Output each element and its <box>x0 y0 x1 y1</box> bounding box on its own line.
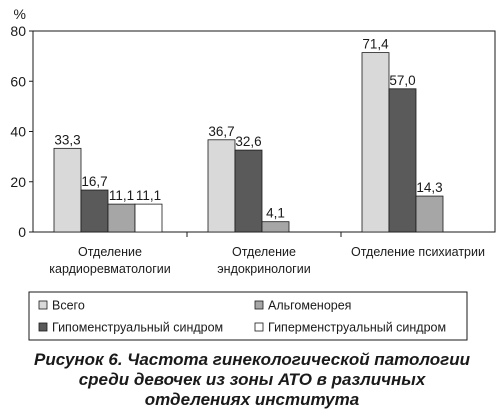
legend-swatch <box>254 300 264 310</box>
caption-line-3: отделениях института <box>144 390 360 409</box>
data-label: 11,1 <box>109 188 134 203</box>
y-tick-label: 40 <box>10 124 26 140</box>
caption-line-2: среди девочек из зоны АТО в различных <box>78 370 426 389</box>
y-tick-label: 80 <box>10 23 26 39</box>
legend-entry: Всего <box>52 299 85 313</box>
category-label: Отделение <box>232 245 296 259</box>
legend-box <box>28 291 468 341</box>
data-labels: 33,316,711,1 11,136,732,64,171,457,014,3 <box>54 37 442 221</box>
category-labels: Отделение кардиоревматологии Отделение эндо… <box>49 245 485 276</box>
data-label: 57,0 <box>389 73 415 88</box>
legend-entry: Гиперменструальный синдром <box>268 321 446 335</box>
data-label: 11,1 <box>136 188 161 203</box>
category-label: кардиоревматологии <box>49 262 170 276</box>
category-label: Отделение психиатрии <box>351 245 485 259</box>
legend-entry: Альгоменорея <box>268 299 351 313</box>
bar <box>134 203 163 233</box>
legend-entry: Гипоменструальный синдром <box>52 321 223 335</box>
bar <box>261 221 290 233</box>
data-label: 4,1 <box>266 206 285 221</box>
bar <box>361 52 390 233</box>
data-label: 14,3 <box>416 180 442 195</box>
bar <box>415 195 444 233</box>
figure-caption: Рисунок 6. Частота гинекологической пато… <box>0 350 504 410</box>
data-label: 16,7 <box>81 174 107 189</box>
legend-swatch <box>38 300 48 310</box>
y-axis-label: % <box>14 6 26 22</box>
bar <box>388 88 417 233</box>
category-label: Отделение <box>78 245 142 259</box>
data-label: 36,7 <box>208 124 234 139</box>
legend-swatch <box>38 322 48 332</box>
legend-swatch <box>254 322 264 332</box>
category-label: эндокринологии <box>217 262 310 276</box>
bar <box>207 139 236 233</box>
bar <box>80 189 109 233</box>
y-tick-label: 60 <box>10 73 26 89</box>
legend: Всего Альгоменорея Гипоменструальный синдр… <box>28 291 468 341</box>
y-tick-label: 20 <box>10 174 26 190</box>
bars <box>53 52 444 233</box>
data-label: 33,3 <box>54 132 80 147</box>
caption-line-1: Рисунок 6. Частота гинекологической пато… <box>33 350 470 369</box>
bar <box>107 203 136 233</box>
data-label: 32,6 <box>235 134 261 149</box>
bar <box>53 147 82 233</box>
y-tick-label: 0 <box>18 224 26 240</box>
data-label: 71,4 <box>362 37 389 52</box>
bar <box>234 149 263 233</box>
